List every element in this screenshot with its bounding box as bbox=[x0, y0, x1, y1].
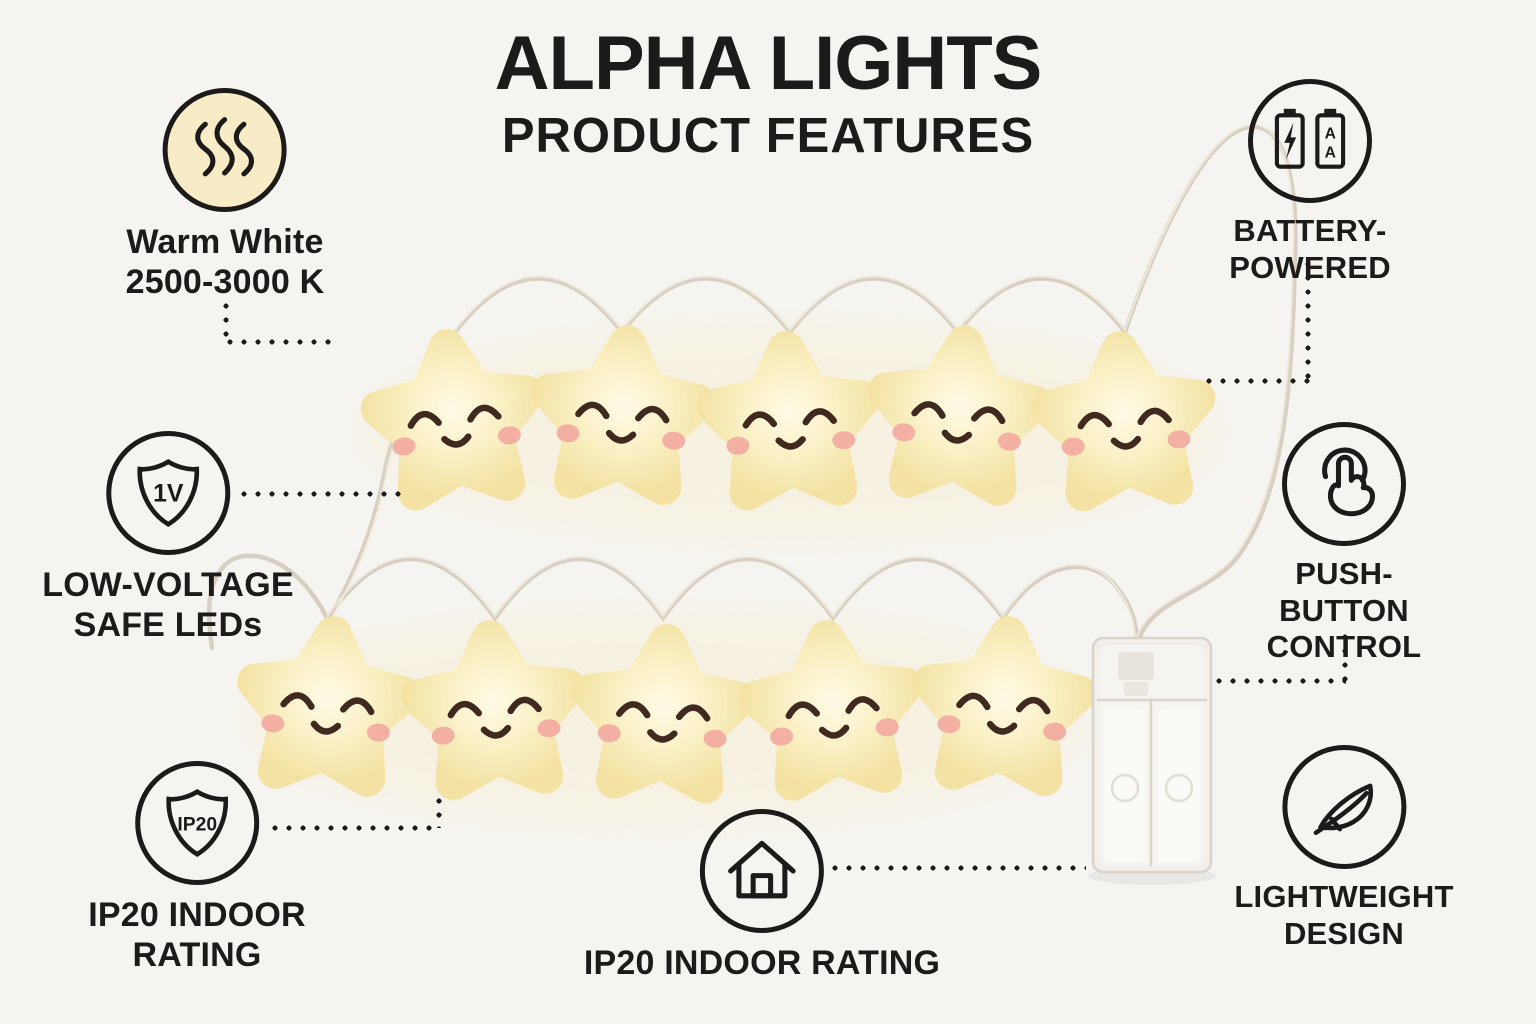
battery-pack bbox=[1088, 636, 1216, 885]
svg-text:IP20: IP20 bbox=[177, 814, 217, 835]
feature-low-voltage: 1V LOW-VOLTAGE SAFE LEDs bbox=[42, 431, 294, 645]
svg-text:1V: 1V bbox=[153, 480, 184, 507]
leader-line-ip20-vertical bbox=[436, 794, 442, 828]
leader-line-ip20-horizontal bbox=[268, 825, 440, 831]
feature-circle bbox=[1281, 745, 1406, 869]
feature-label: LIGHTWEIGHT DESIGN bbox=[1234, 879, 1454, 951]
heat-waves-icon bbox=[195, 117, 255, 177]
leader-line-push-button-vertical bbox=[1342, 630, 1348, 682]
feature-circle bbox=[1282, 422, 1406, 546]
shield-ip20-icon: IP20 bbox=[166, 789, 228, 857]
feature-indoor-rating: IP20 INDOOR RATING bbox=[584, 809, 940, 983]
leader-line-battery-horizontal bbox=[1202, 378, 1310, 384]
feature-label: LOW-VOLTAGE SAFE LEDs bbox=[42, 566, 294, 645]
feature-warm-white: Warm White 2500-3000 K bbox=[126, 88, 325, 302]
leader-line-battery-vertical bbox=[1305, 257, 1311, 381]
feature-circle bbox=[162, 88, 287, 212]
feature-ip20-shield: IP20 IP20 INDOOR RATING bbox=[88, 761, 306, 975]
feature-battery-powered: A A BATTERY-POWERED bbox=[1197, 79, 1423, 286]
feature-lightweight: LIGHTWEIGHT DESIGN bbox=[1234, 745, 1453, 952]
brand-title: ALPHA LIGHTS bbox=[494, 21, 1043, 106]
feature-label: IP20 INDOOR RATING bbox=[88, 896, 306, 975]
svg-text:A: A bbox=[1325, 125, 1336, 142]
batteries-icon: A A bbox=[1274, 108, 1346, 169]
leader-line-warm-white-vertical bbox=[223, 299, 229, 343]
house-icon bbox=[728, 840, 796, 899]
feature-circle: A A bbox=[1248, 79, 1372, 203]
page-title: ALPHA LIGHTS PRODUCT FEATURES bbox=[0, 26, 1536, 164]
feature-circle bbox=[699, 809, 824, 933]
subtitle: PRODUCT FEATURES bbox=[501, 109, 1035, 163]
leader-line-indoor-rating bbox=[828, 865, 1086, 871]
shield-1v-icon: 1V bbox=[137, 459, 199, 527]
feature-circle: 1V bbox=[105, 431, 230, 555]
svg-text:A: A bbox=[1325, 145, 1336, 162]
leader-line-warm-white-horizontal bbox=[223, 339, 335, 345]
tap-finger-icon bbox=[1322, 447, 1376, 517]
feature-circle: IP20 bbox=[135, 761, 259, 885]
leader-line-push-button-horizontal bbox=[1212, 678, 1346, 684]
leader-line-low-voltage bbox=[237, 491, 402, 497]
feature-label: IP20 INDOOR RATING bbox=[583, 944, 941, 982]
feature-label: Warm White 2500-3000 K bbox=[125, 223, 325, 302]
feather-icon bbox=[1313, 783, 1373, 836]
